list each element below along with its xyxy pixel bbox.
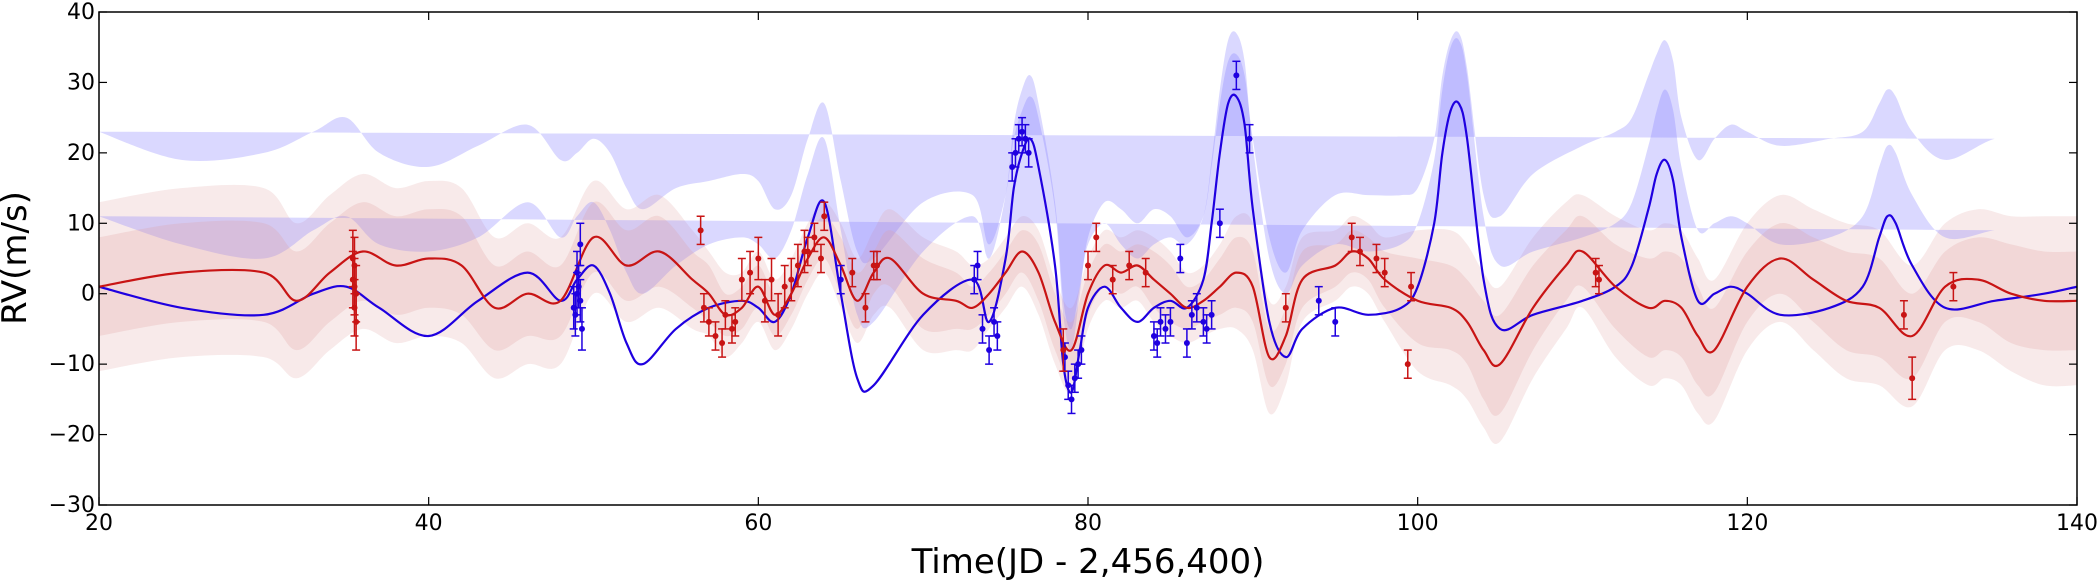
axis-ticks: 20 40 60 80 100 120 140 −30 −20 −10 0 10 20 30 40 bbox=[49, 0, 2098, 536]
red-observations-point bbox=[1347, 222, 1356, 253]
red-observations-point bbox=[737, 257, 746, 302]
blue-observations-point bbox=[1192, 292, 1201, 323]
observation-points bbox=[348, 60, 1958, 415]
red-observations-point bbox=[816, 243, 825, 274]
red-observations-point bbox=[1403, 349, 1412, 379]
red-observations-point bbox=[352, 292, 361, 351]
red-observations-point bbox=[787, 257, 796, 302]
red-observations-point bbox=[803, 236, 812, 267]
blue-observations-point bbox=[985, 335, 994, 365]
blue-observations-point bbox=[1215, 208, 1224, 239]
x-tick-label: 60 bbox=[744, 511, 772, 536]
red-observations-point bbox=[1059, 328, 1068, 372]
red-observations-point bbox=[780, 264, 789, 309]
red-observations-point bbox=[861, 292, 870, 323]
blue-observations-point bbox=[993, 321, 1002, 351]
blue-observations-point bbox=[978, 314, 987, 344]
blue-observations-point bbox=[1331, 307, 1340, 337]
y-tick-label: 30 bbox=[67, 70, 95, 95]
y-tick-label: 40 bbox=[67, 0, 95, 25]
x-tick-label: 140 bbox=[2056, 511, 2098, 536]
blue-observations-point bbox=[973, 250, 982, 281]
red-model-line bbox=[99, 235, 2077, 367]
x-tick-label: 20 bbox=[85, 511, 113, 536]
red-observations-point bbox=[774, 292, 783, 337]
x-tick-label: 80 bbox=[1074, 511, 1102, 536]
red-observations-point bbox=[1407, 271, 1416, 302]
red-observations-point bbox=[767, 257, 776, 302]
y-tick-label: −30 bbox=[49, 493, 95, 518]
blue-observations-point bbox=[1232, 60, 1241, 91]
blue-observations-point bbox=[1314, 285, 1323, 316]
blue-observations-point bbox=[1182, 328, 1191, 358]
red-observations-point bbox=[746, 250, 755, 295]
red-observations-point bbox=[1355, 236, 1364, 267]
blue-observations-point bbox=[1166, 307, 1175, 337]
red-observations-point bbox=[810, 222, 819, 253]
blue-observations-point bbox=[836, 264, 845, 295]
x-axis-title: Time(JD - 2,456,400) bbox=[911, 542, 1265, 581]
red-observations-point bbox=[754, 236, 763, 281]
red-observations-point bbox=[350, 257, 359, 316]
x-tick-label: 100 bbox=[1397, 511, 1439, 536]
red-observations-point bbox=[1084, 250, 1092, 281]
red-observations-point bbox=[820, 201, 829, 232]
blue-model-inner-band bbox=[99, 31, 1995, 330]
model-lines bbox=[99, 93, 2077, 394]
blue-observations-point bbox=[576, 222, 585, 267]
red-observations-point bbox=[1141, 257, 1150, 288]
red-observations-point bbox=[696, 215, 705, 246]
blue-observations-point bbox=[1153, 328, 1162, 358]
red-observations-point bbox=[848, 257, 857, 288]
red-observations-point bbox=[1108, 264, 1117, 295]
red-observations-point bbox=[1281, 292, 1290, 323]
x-tick-label: 40 bbox=[415, 511, 443, 536]
y-tick-label: 10 bbox=[67, 211, 95, 236]
red-observations-point bbox=[873, 250, 882, 281]
blue-model-line bbox=[99, 93, 2077, 394]
red-observations-point bbox=[1092, 222, 1101, 253]
red-observations-point bbox=[760, 278, 769, 323]
blue-observations-point bbox=[1176, 243, 1185, 274]
red-observations-point bbox=[1908, 356, 1917, 401]
y-axis-title: RV(m/s) bbox=[0, 191, 35, 325]
red-observations-point bbox=[721, 300, 730, 330]
red-observations-point bbox=[1899, 300, 1908, 330]
blue-observations-point bbox=[577, 307, 586, 351]
red-observations-point bbox=[704, 307, 713, 337]
blue-observations-point bbox=[1077, 335, 1086, 365]
y-tick-label: 0 bbox=[81, 282, 95, 307]
red-observations-point bbox=[793, 243, 802, 288]
y-tick-label: −20 bbox=[49, 423, 95, 448]
blue-observations-point bbox=[569, 285, 578, 330]
red-observations-point bbox=[1372, 243, 1381, 274]
red-observations-point bbox=[1380, 257, 1389, 288]
blue-observations-point bbox=[1024, 138, 1033, 168]
blue-observations-point bbox=[1161, 314, 1170, 344]
y-tick-label: −10 bbox=[49, 352, 95, 377]
x-tick-label: 120 bbox=[1726, 511, 1768, 536]
blue-observations-point bbox=[1207, 300, 1216, 330]
red-observations-point bbox=[731, 307, 740, 337]
blue-observations-point bbox=[1245, 123, 1254, 154]
blue-observations-point bbox=[1187, 300, 1196, 330]
red-observations-point bbox=[1949, 271, 1958, 302]
red-observations-point bbox=[711, 321, 720, 351]
blue-observations-point bbox=[1156, 307, 1165, 337]
red-observations-point bbox=[1594, 264, 1603, 295]
red-observations-point bbox=[1125, 250, 1134, 281]
y-tick-label: 20 bbox=[67, 141, 95, 166]
